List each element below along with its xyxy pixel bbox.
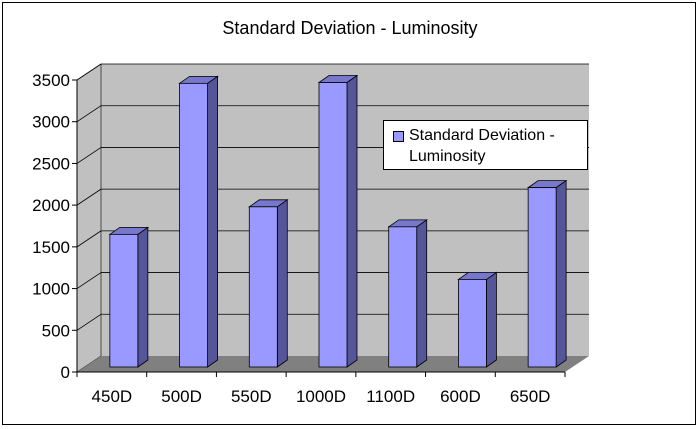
y-tick-label: 0 [61, 363, 70, 382]
y-tick-label: 3000 [32, 113, 70, 132]
x-tick-label: 500D [161, 387, 202, 406]
x-tick-label: 600D [440, 387, 481, 406]
y-tick-label: 2000 [32, 196, 70, 215]
bar-1100D [387, 219, 428, 368]
gridline-side [76, 272, 102, 289]
side-wall [76, 63, 102, 373]
gridline-side [76, 105, 102, 123]
y-tick-label: 1000 [32, 280, 70, 299]
y-tick-label: 1500 [32, 238, 70, 257]
bar-500D [178, 75, 219, 368]
x-tick-label: 550D [231, 387, 272, 406]
gridline-side [76, 63, 102, 81]
y-tick-label: 2500 [32, 154, 70, 173]
x-tick-label: 650D [510, 387, 551, 406]
gridline-side [76, 313, 102, 331]
bar-550D [248, 199, 289, 368]
bar-600D [457, 271, 498, 368]
legend: Standard Deviation - Luminosity [383, 120, 588, 170]
gridline-side [76, 230, 102, 248]
x-tick-label: 1000D [296, 387, 346, 406]
y-tick-label: 500 [42, 321, 70, 340]
gridline-side [76, 188, 102, 206]
x-tick-label: 450D [92, 387, 133, 406]
legend-label: Standard Deviation - Luminosity [409, 127, 555, 165]
chart-title: Standard Deviation - Luminosity [222, 18, 478, 38]
bar-450D [108, 226, 150, 368]
legend-swatch [393, 131, 404, 142]
bar-650D [526, 179, 568, 368]
y-tick-label: 3500 [32, 71, 70, 90]
bar-1000D [317, 74, 359, 368]
gridline-side [76, 147, 102, 164]
x-tick-label: 1100D [366, 387, 415, 406]
